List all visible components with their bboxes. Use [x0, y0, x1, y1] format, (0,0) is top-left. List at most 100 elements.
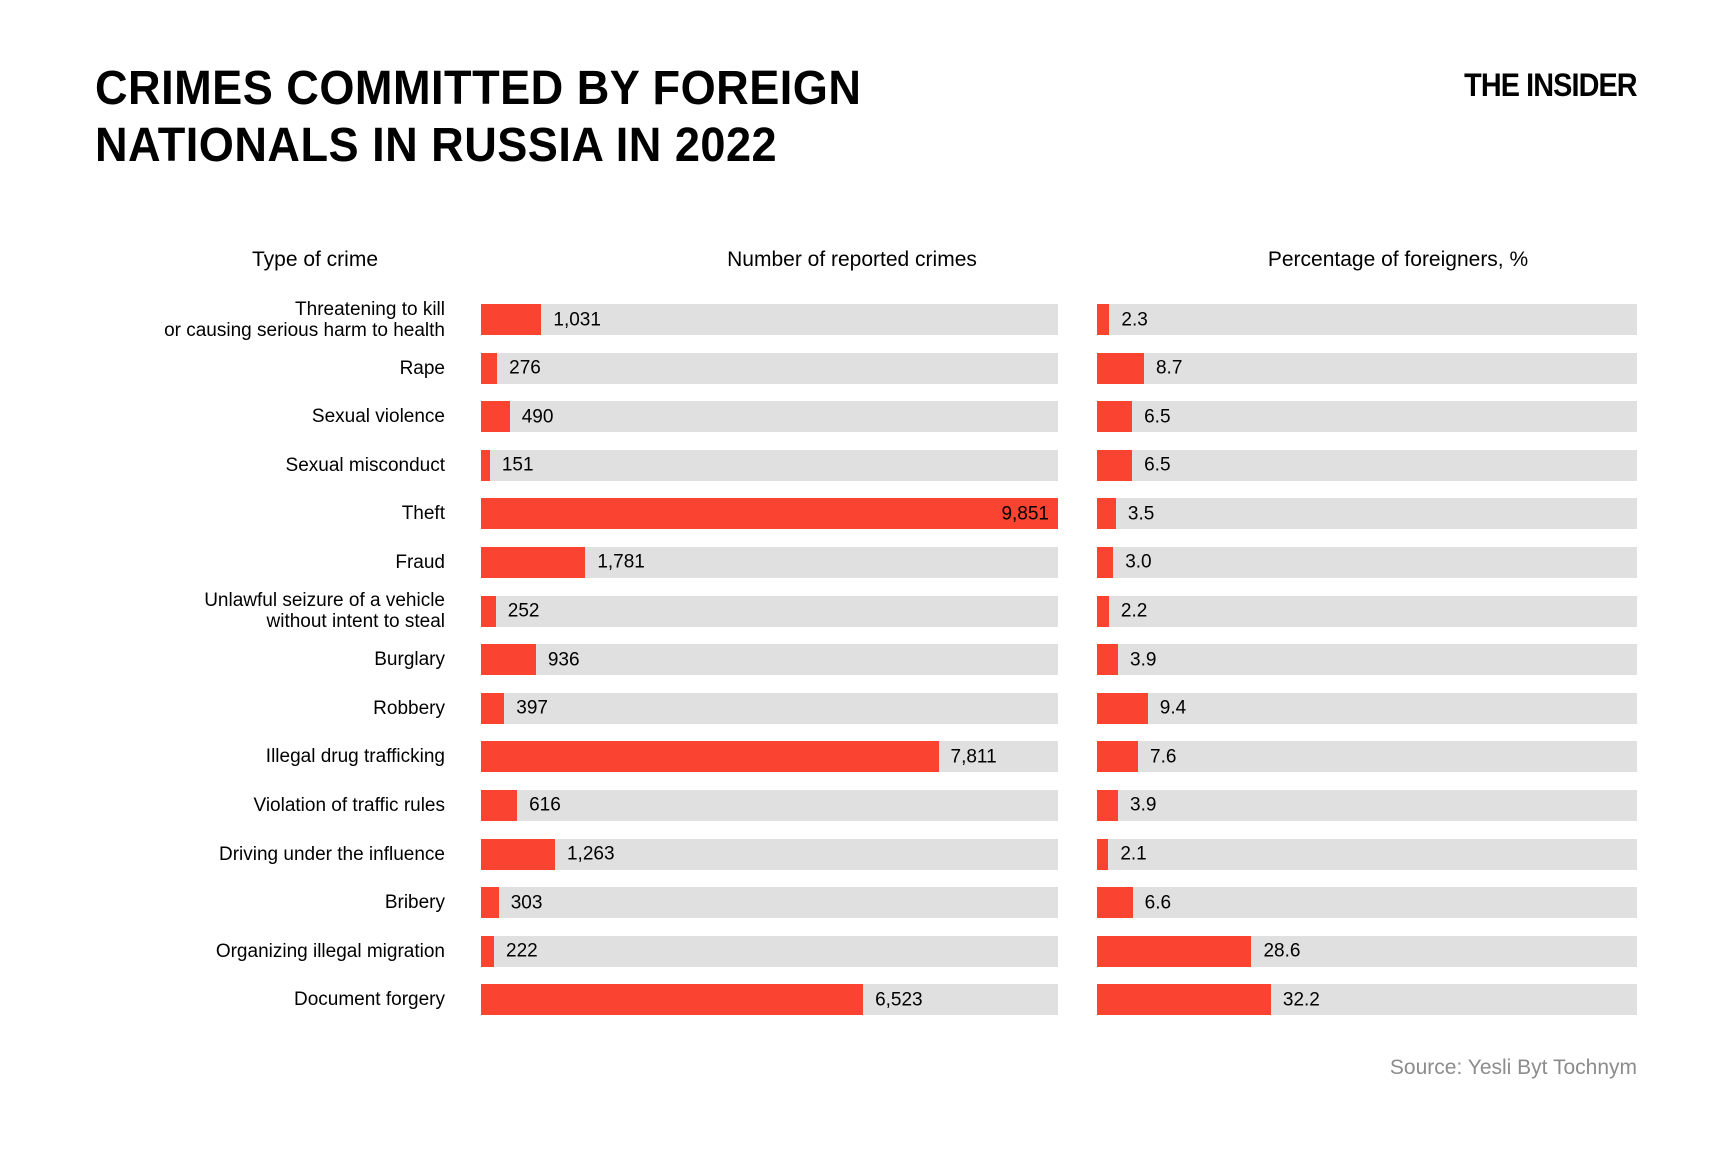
chart-row: Driving under the influence 1,263 2.1 [95, 838, 1637, 870]
percent-value-label: 2.1 [1120, 843, 1147, 865]
count-value-label: 490 [521, 406, 554, 428]
crime-label: Threatening to kill or causing serious h… [164, 298, 445, 341]
count-bar [481, 449, 490, 481]
percent-bar-track: 3.9 [1097, 789, 1637, 821]
percent-value-label: 2.3 [1121, 309, 1148, 330]
percent-bar-track: 8.7 [1097, 352, 1637, 384]
chart-row: Robbery 397 9.4 [95, 692, 1637, 724]
count-bar [481, 304, 542, 335]
count-value-label: 276 [509, 357, 541, 379]
percent-bar-track: 28.6 [1097, 935, 1637, 967]
chart-row: Threatening to kill or causing serious h… [95, 299, 1637, 341]
count-bar [481, 692, 505, 724]
column-header-type-of-crime: Type of crime [251, 248, 379, 271]
percent-bar-track: 32.2 [1097, 984, 1637, 1016]
crime-label: Illegal drug trafficking [265, 746, 445, 768]
count-bar [481, 789, 518, 821]
crime-label: Violation of traffic rules [253, 794, 445, 816]
percent-value-label: 28.6 [1263, 940, 1301, 962]
percent-bar-track: 9.4 [1097, 692, 1637, 724]
percent-value-label: 6.5 [1144, 406, 1171, 428]
count-value-label: 936 [547, 649, 580, 671]
count-bar-track: 936 [481, 644, 1058, 676]
crime-label: Unlawful seizure of a vehicle without in… [204, 590, 445, 633]
crime-label: Sexual violence [311, 406, 445, 428]
count-value-label: 1,263 [566, 843, 615, 865]
count-bar-track: 252 [481, 595, 1058, 627]
page-title: CRIMES COMMITTED BY FOREIGN NATIONALS IN… [95, 62, 862, 172]
count-bar [481, 401, 510, 433]
count-bar-track: 276 [481, 352, 1058, 384]
percent-bar-track: 2.2 [1097, 595, 1637, 627]
crime-label: Theft [401, 503, 445, 525]
count-value-label: 397 [516, 697, 548, 719]
count-value-label: 7,811 [950, 746, 997, 768]
count-bar [481, 546, 586, 578]
count-value-label: 303 [510, 892, 543, 914]
percent-bar-track: 6.5 [1097, 401, 1637, 433]
count-value-label: 616 [529, 794, 561, 816]
column-header-number-of-crimes: Number of reported crimes [727, 248, 977, 271]
percent-bar [1097, 352, 1144, 384]
count-value-label: 6,523 [875, 989, 923, 1011]
count-bar [481, 498, 1058, 530]
percent-value-label: 6.5 [1144, 454, 1171, 476]
count-value-label: 1,031 [553, 309, 601, 330]
percent-value-label: 2.2 [1120, 600, 1148, 622]
percent-value-label: 3.0 [1125, 551, 1152, 573]
percent-value-label: 3.9 [1130, 794, 1157, 816]
count-bar [481, 595, 496, 627]
chart-row: Theft 9,851 3.5 [95, 498, 1637, 530]
source-credit: Source: Yesli Byt Tochnym [1389, 1056, 1637, 1079]
count-bar-track: 7,811 [481, 741, 1058, 773]
percent-bar-track: 6.5 [1097, 449, 1637, 481]
count-bar [481, 644, 536, 676]
percent-value-label: 9.4 [1159, 697, 1187, 719]
percent-value-label: 6.6 [1144, 892, 1172, 914]
percent-value-label: 3.9 [1130, 649, 1157, 671]
crime-label: Burglary [374, 649, 445, 671]
percent-bar [1097, 741, 1139, 773]
chart-row: Violation of traffic rules 616 3.9 [95, 789, 1637, 821]
count-bar [481, 838, 555, 870]
count-bar [481, 352, 498, 384]
crime-label: Sexual misconduct [285, 454, 445, 476]
chart-row: Illegal drug trafficking 7,811 7.6 [95, 741, 1637, 773]
percent-bar [1097, 935, 1252, 967]
percent-value-label: 8.7 [1155, 357, 1183, 379]
count-bar [481, 887, 499, 919]
percent-bar [1097, 401, 1133, 433]
brand-logo: THE INSIDER [1464, 67, 1637, 103]
chart-row: Rape 276 8.7 [95, 352, 1637, 384]
count-bar-track: 151 [481, 449, 1058, 481]
count-bar [481, 741, 939, 773]
count-value-label: 151 [501, 454, 534, 476]
percent-value-label: 32.2 [1282, 989, 1320, 1011]
percent-bar-track: 3.0 [1097, 546, 1637, 578]
count-bar-track: 616 [481, 789, 1058, 821]
count-bar-track: 1,031 [481, 304, 1058, 335]
percent-bar [1097, 546, 1114, 578]
percent-value-label: 7.6 [1150, 746, 1177, 768]
percent-bar-track: 3.9 [1097, 644, 1637, 676]
count-bar [481, 935, 494, 967]
count-bar-track: 222 [481, 935, 1058, 967]
crime-label: Driving under the influence [218, 843, 445, 865]
percent-bar-track: 2.3 [1097, 304, 1637, 335]
count-bar-track: 6,523 [481, 984, 1058, 1016]
percent-bar [1097, 692, 1148, 724]
percent-bar [1097, 498, 1116, 530]
crime-label: Organizing illegal migration [215, 940, 445, 962]
count-value-label: 1,781 [597, 551, 645, 573]
percent-bar [1097, 644, 1119, 676]
count-value-label: 252 [507, 600, 540, 622]
chart-row: Sexual misconduct 151 6.5 [95, 449, 1637, 481]
count-bar-track: 303 [481, 887, 1058, 919]
count-value-label: 222 [506, 940, 538, 962]
chart-row: Organizing illegal migration 222 28.6 [95, 935, 1637, 967]
chart-row: Sexual violence 490 6.5 [95, 401, 1637, 433]
percent-bar [1097, 838, 1109, 870]
crime-label: Robbery [373, 697, 445, 719]
chart-row: Fraud 1,781 3.0 [95, 546, 1637, 578]
